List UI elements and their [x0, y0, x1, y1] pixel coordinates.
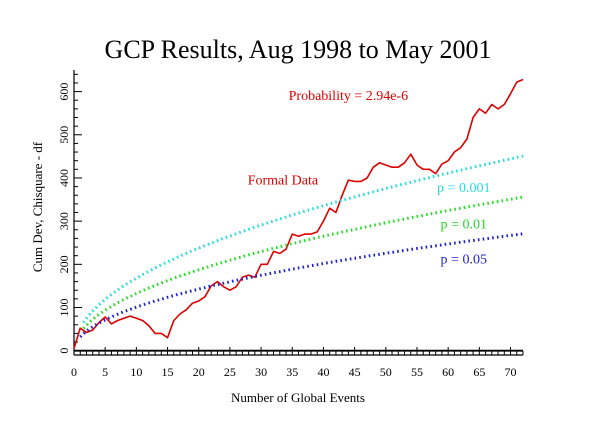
x-tick-label: 50	[380, 365, 392, 379]
x-tick-label: 60	[442, 365, 454, 379]
chart-title: GCP Results, Aug 1998 to May 2001	[105, 35, 492, 64]
x-tick-label: 65	[473, 365, 485, 379]
annotation-2: p = 0.001	[437, 181, 490, 196]
y-tick-label: 100	[57, 299, 71, 317]
series-group	[73, 78, 524, 349]
series-line-formal-data	[73, 78, 524, 349]
annotation-3: p = 0.01	[441, 217, 487, 232]
x-ticks: 0 5 10 15 20 25 30 35 40 45 50 55 60 65 70	[71, 347, 524, 379]
annotation-4: p = 0.05	[441, 252, 487, 267]
y-tick-label: 600	[57, 83, 71, 101]
x-tick-label: 55	[411, 365, 423, 379]
x-tick-label: 0	[71, 365, 77, 379]
x-tick-label: 15	[162, 365, 174, 379]
x-tick-label: 45	[349, 365, 361, 379]
y-axis-label: Cum Dev, Chisquare - df	[30, 141, 45, 272]
y-tick-label: 300	[57, 212, 71, 230]
y-tick-label: 200	[57, 255, 71, 273]
x-tick-label: 70	[505, 365, 517, 379]
x-tick-label: 5	[102, 365, 108, 379]
series-line-p001	[82, 154, 524, 324]
y-tick-label: 500	[57, 126, 71, 144]
annotation-0: Probability = 2.94e-6	[289, 89, 409, 104]
y-tick-label: 400	[57, 169, 71, 187]
y-ticks: 0 100 200 300 400 500 600	[57, 73, 82, 354]
x-tick-label: 25	[224, 365, 236, 379]
y-tick-label: 0	[57, 348, 71, 354]
x-tick-label: 35	[286, 365, 298, 379]
x-tick-label: 40	[317, 365, 329, 379]
series-line-p05	[79, 232, 524, 338]
x-axis-label: Number of Global Events	[231, 390, 365, 405]
annotation-1: Formal Data	[248, 173, 319, 188]
x-tick-label: 10	[130, 365, 142, 379]
x-tick-label: 20	[193, 365, 205, 379]
series-line-p01	[82, 195, 524, 330]
x-tick-label: 30	[255, 365, 267, 379]
annotations: Probability = 2.94e-6 Formal Data p = 0.00…	[248, 89, 491, 267]
